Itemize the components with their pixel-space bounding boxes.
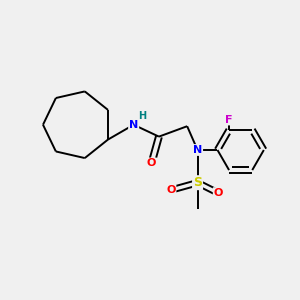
Text: O: O [166,185,176,195]
Text: O: O [147,158,156,168]
Text: F: F [225,115,233,124]
Text: N: N [129,120,138,130]
Text: H: H [138,111,146,121]
Text: N: N [193,145,202,155]
Text: S: S [193,176,202,189]
Text: O: O [214,188,223,198]
